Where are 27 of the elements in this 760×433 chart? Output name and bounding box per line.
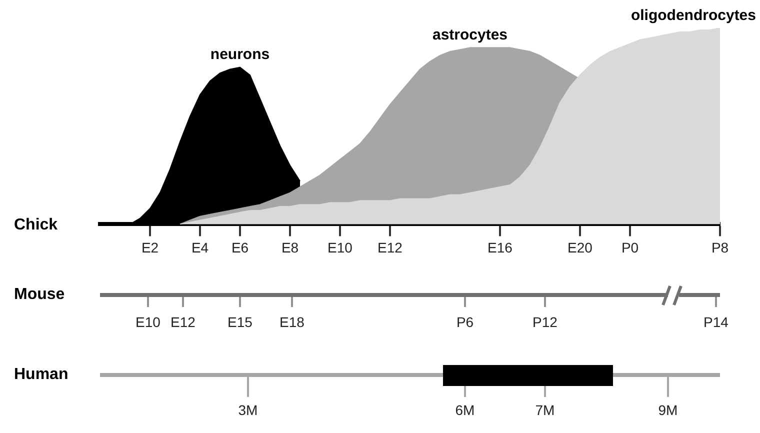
x-tick-label: P0 [621, 239, 639, 256]
text: 6M [455, 402, 475, 418]
x-tick-label: E16 [488, 239, 513, 256]
x-tick-label: E2 [141, 239, 159, 256]
text: 9M [658, 402, 678, 418]
text: 3M [238, 402, 258, 418]
series-label: astrocytes [432, 26, 508, 44]
text: Mouse [14, 286, 65, 304]
text: E10 [136, 314, 160, 330]
series-label: neurons [210, 46, 270, 64]
text: P12 [532, 314, 558, 330]
text: Human [14, 366, 68, 384]
text: P14 [704, 314, 728, 330]
x-tick-label: E10 [328, 239, 353, 256]
x-axis-title: Chick [14, 216, 58, 234]
x-tick-label: E20 [568, 239, 593, 256]
x-tick-label: E6 [231, 239, 249, 256]
series-label: oligodendrocytes [630, 7, 756, 24]
text: E15 [228, 314, 252, 330]
text: 7M [535, 402, 555, 418]
text: E12 [170, 314, 196, 330]
x-tick-label: E12 [378, 239, 403, 256]
x-tick-label: E8 [281, 239, 299, 256]
text: E18 [280, 314, 304, 330]
x-tick-label: E4 [191, 239, 209, 256]
text: P6 [456, 314, 474, 330]
x-tick-label: P8 [711, 239, 729, 256]
